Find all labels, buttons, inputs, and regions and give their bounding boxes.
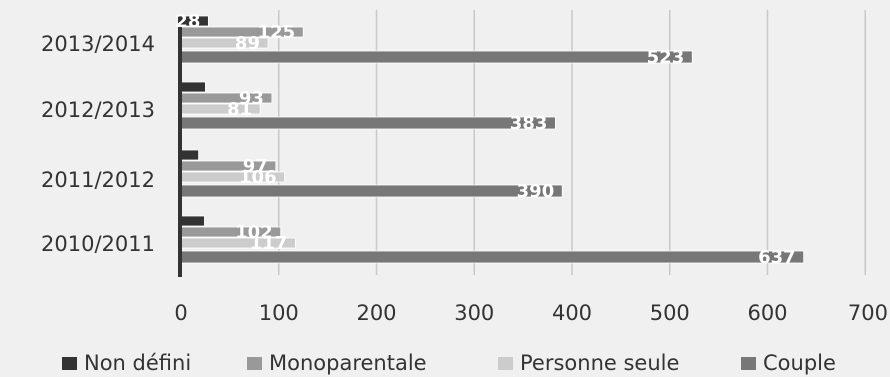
- x-tick-label: 200: [356, 301, 396, 325]
- legend-swatch-3: [741, 357, 756, 370]
- data-label-1-0: 102: [235, 222, 273, 243]
- data-label-2-2: 81: [227, 99, 252, 120]
- legend-swatch-2: [498, 357, 513, 370]
- x-tick-label: 300: [454, 301, 494, 325]
- category-label: 2013/2014: [41, 32, 155, 56]
- bar-0-0: [180, 215, 205, 227]
- bar-0-1: [180, 149, 199, 161]
- legend-label-1: Monoparentale: [269, 351, 427, 375]
- bars: [180, 15, 805, 264]
- x-tick-label: 600: [747, 301, 787, 325]
- category-labels: 2010/2011 2011/2012 2012/2013 2013/2014: [41, 32, 155, 256]
- data-label-2-0: 117: [250, 233, 288, 254]
- legend-label-0: Non défini: [84, 351, 191, 375]
- data-label-0-3: 28: [175, 11, 200, 32]
- category-label: 2012/2013: [41, 98, 155, 122]
- category-label: 2010/2011: [41, 232, 155, 256]
- x-tick-labels: 0 100 200 300 400 500 600 700: [174, 301, 888, 325]
- data-label-2-1: 106: [239, 167, 277, 188]
- x-tick-label: 500: [650, 301, 690, 325]
- legend-swatch-1: [247, 357, 262, 370]
- data-label-1-1: 97: [243, 156, 268, 177]
- x-tick-label: 400: [552, 301, 592, 325]
- data-label-3-2: 383: [510, 113, 548, 134]
- data-label-1-2: 93: [239, 88, 264, 109]
- x-tick-label: 100: [259, 301, 299, 325]
- bar-0-2: [180, 81, 206, 93]
- x-tick-label: 700: [848, 301, 888, 325]
- data-label-3-3: 523: [647, 47, 685, 68]
- data-label-3-0: 637: [758, 247, 796, 268]
- data-label-1-3: 125: [258, 22, 296, 43]
- category-label: 2011/2012: [41, 168, 155, 192]
- legend-label-2: Personne seule: [520, 351, 679, 375]
- legend: Non défini Monoparentale Personne seule Cou…: [62, 351, 836, 375]
- data-label-3-1: 390: [517, 181, 555, 202]
- data-label-2-3: 89: [235, 33, 260, 54]
- grid-lines: [278, 10, 866, 275]
- legend-label-3: Couple: [763, 351, 836, 375]
- x-tick-label: 0: [174, 301, 187, 325]
- legend-swatch-0: [62, 357, 77, 370]
